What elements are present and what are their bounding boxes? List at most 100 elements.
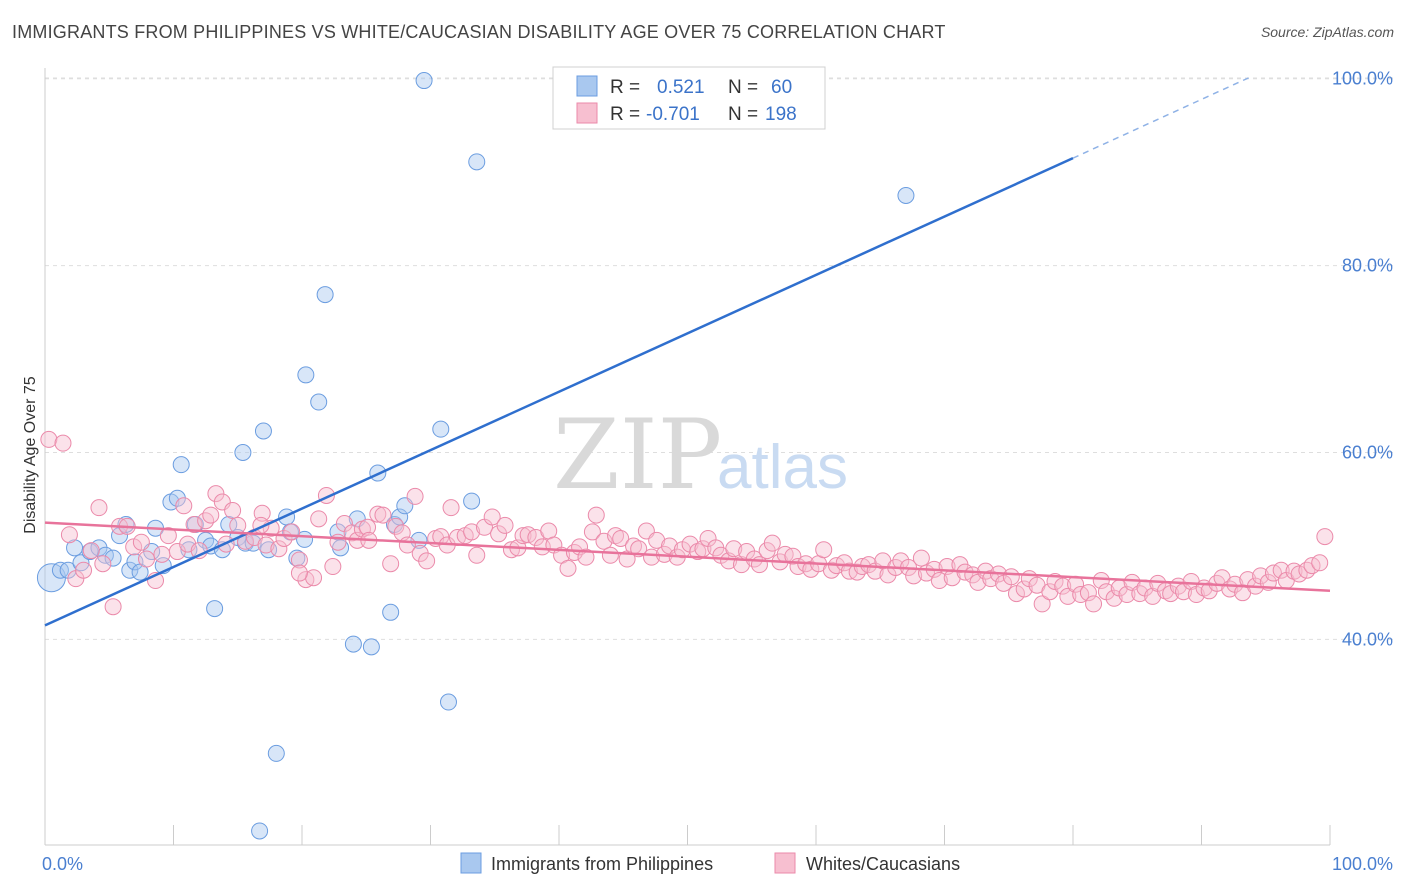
whites-point [468, 546, 486, 564]
whites-point [483, 508, 501, 526]
whites-point [418, 552, 436, 570]
bottom-legend-swatch-philippines [460, 852, 482, 874]
whites-point [202, 506, 220, 524]
whites-point [725, 540, 743, 558]
whites-point [94, 555, 112, 573]
whites-point [40, 430, 58, 448]
trend-lines [44, 75, 1331, 627]
whites-point [1054, 577, 1072, 595]
series-whites-points [40, 430, 1334, 616]
whites-point [60, 526, 78, 544]
philippines-point [310, 393, 328, 411]
y-tick-label: 80.0% [1342, 256, 1393, 276]
philippines-point [415, 72, 433, 90]
correlation-legend: R = 0.521 N = 60 R = -0.701 N = 198 [552, 66, 826, 130]
legend-n-label-2: N = [728, 104, 758, 125]
whites-point [784, 547, 802, 565]
y-tick-label: 100.0% [1332, 69, 1393, 89]
whites-point [1002, 568, 1020, 586]
whites-point [305, 569, 323, 587]
philippines-trend-line [44, 156, 1074, 627]
legend-n-value-2: 198 [765, 104, 797, 125]
whites-point [930, 572, 948, 590]
philippines-point [432, 420, 450, 438]
whites-point [270, 540, 288, 558]
y-axis-label: Disability Age Over 75 [22, 376, 39, 534]
whites-point [283, 523, 301, 541]
legend-n-label-1: N = [728, 77, 758, 98]
whites-point [257, 536, 275, 554]
chart-source: Source: ZipAtlas.com [1260, 24, 1394, 40]
philippines-point [362, 638, 380, 656]
legend-swatch-philippines [576, 75, 598, 97]
whites-point [514, 527, 532, 545]
whites-point [763, 534, 781, 552]
legend-r-label-1: R = [610, 77, 640, 98]
whites-point [1033, 595, 1051, 613]
series-legend: Immigrants from Philippines Whites/Cauca… [460, 852, 960, 874]
whites-point [1079, 584, 1097, 602]
whites-point [1105, 589, 1123, 607]
whites-point [90, 499, 108, 517]
whites-point [1290, 565, 1308, 583]
philippines-point [297, 366, 315, 384]
bottom-legend-swatch-whites [774, 852, 796, 874]
philippines-point [316, 286, 334, 304]
whites-point [153, 545, 171, 563]
legend-swatch-whites [576, 102, 598, 124]
whites-point [1144, 587, 1162, 605]
philippines-point [172, 456, 190, 474]
whites-point [229, 516, 247, 534]
whites-point [290, 564, 308, 582]
whites-point [1285, 562, 1303, 580]
y-tick-label: 60.0% [1342, 443, 1393, 463]
watermark: ZIP atlas [553, 399, 848, 511]
whites-point [490, 525, 508, 543]
philippines-point [382, 603, 400, 621]
legend-r-value-2: -0.701 [646, 104, 700, 125]
watermark-atlas: atlas [717, 433, 848, 502]
whites-point [496, 516, 514, 534]
philippines-point [439, 693, 457, 711]
axes [44, 68, 1331, 846]
whites-point [1059, 587, 1077, 605]
whites-point [601, 546, 619, 564]
whites-point [463, 523, 481, 541]
whites-point [1311, 554, 1329, 572]
philippines-point [897, 187, 915, 205]
whites-point [583, 523, 601, 541]
watermark-zip: ZIP [553, 399, 722, 511]
whites-point [502, 541, 520, 559]
whites-point [54, 434, 72, 452]
philippines-point [121, 561, 139, 579]
bottom-legend-whites: Whites/Caucasians [806, 854, 960, 874]
whites-point [224, 501, 242, 519]
philippines-trend-extension [1072, 75, 1254, 159]
legend-r-label-2: R = [610, 104, 640, 125]
whites-point [587, 506, 605, 524]
philippines-point [463, 492, 481, 510]
whites-point [643, 548, 661, 566]
whites-point [207, 485, 225, 503]
whites-point [1085, 595, 1103, 613]
whites-point [822, 561, 840, 579]
philippines-point [344, 635, 362, 653]
whites-point [374, 506, 392, 524]
legend-r-value-1: 0.521 [657, 77, 705, 98]
whites-point [132, 533, 150, 551]
x-tick-label-max: 100.0% [1332, 854, 1393, 874]
philippines-point [254, 422, 272, 440]
whites-point [82, 542, 100, 560]
whites-point [912, 549, 930, 567]
whites-point [815, 541, 833, 559]
whites-point [290, 551, 308, 569]
whites-point [1298, 561, 1316, 579]
y-tick-label: 40.0% [1342, 629, 1393, 649]
whites-point [835, 554, 853, 572]
whites-point [1041, 583, 1059, 601]
chart-title: IMMIGRANTS FROM PHILIPPINES VS WHITE/CAU… [12, 22, 946, 42]
whites-point [648, 531, 666, 549]
philippines-point [468, 153, 486, 171]
tick-labels: 40.0% 60.0% 80.0% 100.0% 0.0% 100.0% [42, 69, 1393, 874]
